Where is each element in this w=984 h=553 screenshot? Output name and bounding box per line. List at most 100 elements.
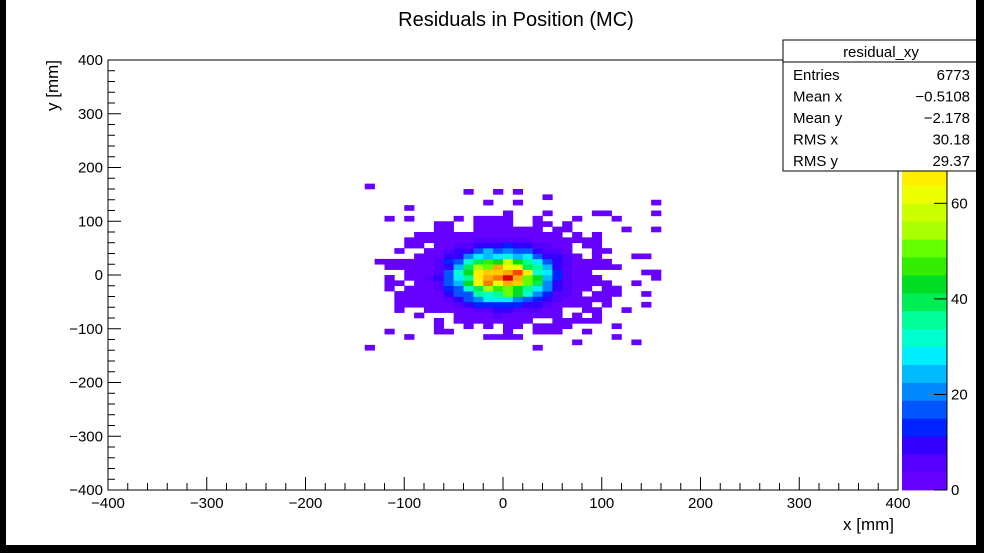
- heatmap-cell: [473, 285, 484, 292]
- heatmap-cell: [433, 269, 445, 276]
- heatmap-cell: [522, 248, 533, 254]
- heatmap-cell: [532, 253, 543, 260]
- heatmap-cell: [532, 226, 543, 233]
- heatmap-cell: [552, 242, 563, 249]
- heatmap-cell: [582, 264, 593, 270]
- heatmap-cell: [414, 242, 425, 249]
- x-axis-label: x [mm]: [843, 515, 894, 534]
- heatmap-cell: [572, 280, 583, 287]
- heatmap-cell: [542, 301, 553, 308]
- colorbar-segment: [902, 382, 947, 401]
- heatmap-cell: [394, 258, 405, 265]
- heatmap-cell: [463, 258, 474, 265]
- colorbar-segment: [902, 346, 947, 365]
- heatmap-cell: [601, 291, 612, 297]
- heatmap-cell: [404, 264, 415, 270]
- heatmap-cell: [414, 285, 425, 292]
- heatmap-cell: [473, 242, 484, 249]
- heatmap-cell: [443, 248, 454, 254]
- heatmap-cell: [483, 248, 494, 254]
- heatmap-cell: [483, 312, 494, 319]
- heatmap-cell: [483, 237, 494, 244]
- y-tick-label: 400: [78, 52, 103, 69]
- heatmap-cell: [503, 307, 514, 313]
- y-tick-label: −200: [69, 375, 103, 392]
- heatmap-cell: [483, 307, 494, 313]
- heatmap-cell: [414, 232, 425, 238]
- heatmap-cell: [443, 232, 454, 238]
- heatmap-cell: [463, 237, 474, 244]
- heatmap-cell: [601, 264, 612, 270]
- heatmap-cell: [493, 226, 504, 233]
- heatmap-cell: [493, 291, 504, 297]
- heatmap-cell: [591, 275, 603, 281]
- heatmap-cell: [483, 296, 494, 303]
- heatmap-cell: [591, 210, 603, 217]
- stats-label: Mean y: [793, 110, 843, 127]
- heatmap-cell: [591, 237, 603, 244]
- heatmap-cell: [463, 264, 474, 270]
- heatmap-cell: [483, 318, 494, 324]
- heatmap-cell: [572, 269, 583, 276]
- heatmap-cell: [503, 291, 514, 297]
- heatmap-cell: [512, 307, 524, 313]
- heatmap-cell: [404, 291, 415, 297]
- heatmap-cell: [512, 301, 524, 308]
- heatmap-cell: [532, 291, 543, 297]
- heatmap-cell: [404, 215, 415, 222]
- heatmap-cell: [552, 291, 563, 297]
- heatmap-cell: [552, 307, 563, 313]
- heatmap-cell: [542, 269, 553, 276]
- heatmap-cell: [532, 269, 543, 276]
- heatmap-cell: [493, 280, 504, 287]
- heatmap-cell: [404, 242, 415, 249]
- heatmap-cell: [641, 301, 652, 308]
- heatmap-cell: [493, 189, 504, 195]
- heatmap-cell: [512, 318, 524, 324]
- heatmap-cell: [522, 301, 533, 308]
- heatmap-cell: [572, 312, 583, 319]
- heatmap-cell: [463, 307, 474, 313]
- heatmap-cell: [443, 221, 454, 227]
- heatmap-cell: [591, 312, 603, 319]
- heatmap-cell: [463, 248, 474, 254]
- y-axis-label: y [mm]: [43, 60, 62, 111]
- heatmap-cell: [651, 275, 662, 281]
- heatmap-cell: [552, 312, 563, 319]
- heatmap-cell: [473, 269, 484, 276]
- heatmap-cell: [542, 242, 553, 249]
- heatmap-cell: [591, 280, 603, 287]
- heatmap-cell: [483, 258, 494, 265]
- heatmap-cell: [582, 296, 593, 303]
- heatmap-cell: [453, 275, 464, 281]
- heatmap-cell: [532, 296, 543, 303]
- heatmap-cell: [651, 199, 662, 206]
- colorbar-segment: [902, 472, 947, 491]
- stats-box-title: residual_xy: [843, 44, 919, 61]
- heatmap-cell: [384, 258, 395, 265]
- heatmap-cell: [433, 307, 445, 313]
- heatmap-cell: [463, 323, 474, 330]
- heatmap-cell: [542, 307, 553, 313]
- heatmap-cell: [424, 269, 435, 276]
- heatmap-cell: [601, 285, 612, 292]
- heatmap-cell: [562, 253, 573, 260]
- colorbar-tick-label: 20: [951, 386, 968, 403]
- heatmap-cell: [582, 328, 593, 335]
- heatmap-cell: [453, 264, 464, 270]
- heatmap-cell: [473, 296, 484, 303]
- colorbar-segment: [902, 436, 947, 455]
- heatmap-cell: [483, 291, 494, 297]
- heatmap-cell: [493, 221, 504, 227]
- heatmap-cell: [572, 285, 583, 292]
- heatmap-cell: [542, 275, 553, 281]
- heatmap-cell: [443, 258, 454, 265]
- heatmap-cell: [493, 312, 504, 319]
- heatmap-cell: [512, 280, 524, 287]
- heatmap-cell: [424, 285, 435, 292]
- heatmap-cell: [562, 237, 573, 244]
- heatmap-cell: [532, 307, 543, 313]
- heatmap-cell: [532, 215, 543, 222]
- heatmap-cell: [641, 269, 652, 276]
- heatmap-cell: [512, 296, 524, 303]
